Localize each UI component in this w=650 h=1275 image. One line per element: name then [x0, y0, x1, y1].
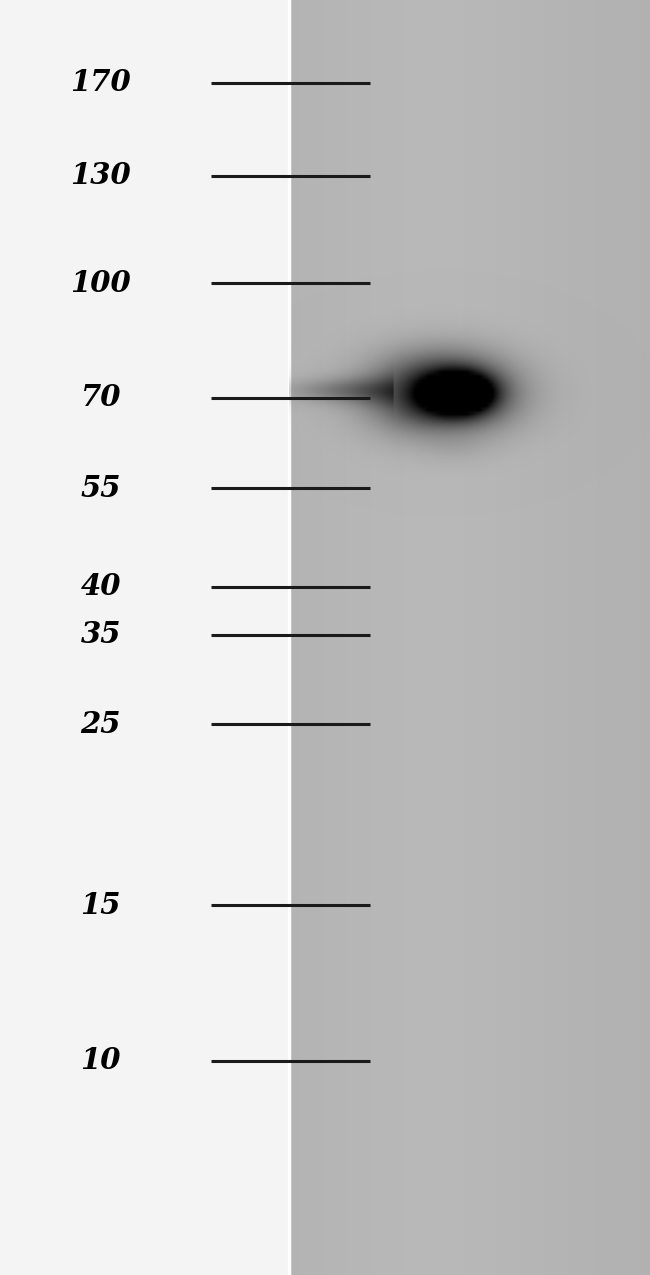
Text: 10: 10 [81, 1047, 121, 1075]
Text: 170: 170 [70, 69, 131, 97]
Text: 130: 130 [70, 162, 131, 190]
Text: 70: 70 [81, 384, 121, 412]
Text: 55: 55 [81, 474, 121, 502]
Text: 40: 40 [81, 572, 121, 601]
Text: 35: 35 [81, 621, 121, 649]
Bar [0, 0, 289, 1275]
Text: 100: 100 [70, 269, 131, 297]
Text: 15: 15 [81, 891, 121, 919]
Text: 25: 25 [81, 710, 121, 738]
